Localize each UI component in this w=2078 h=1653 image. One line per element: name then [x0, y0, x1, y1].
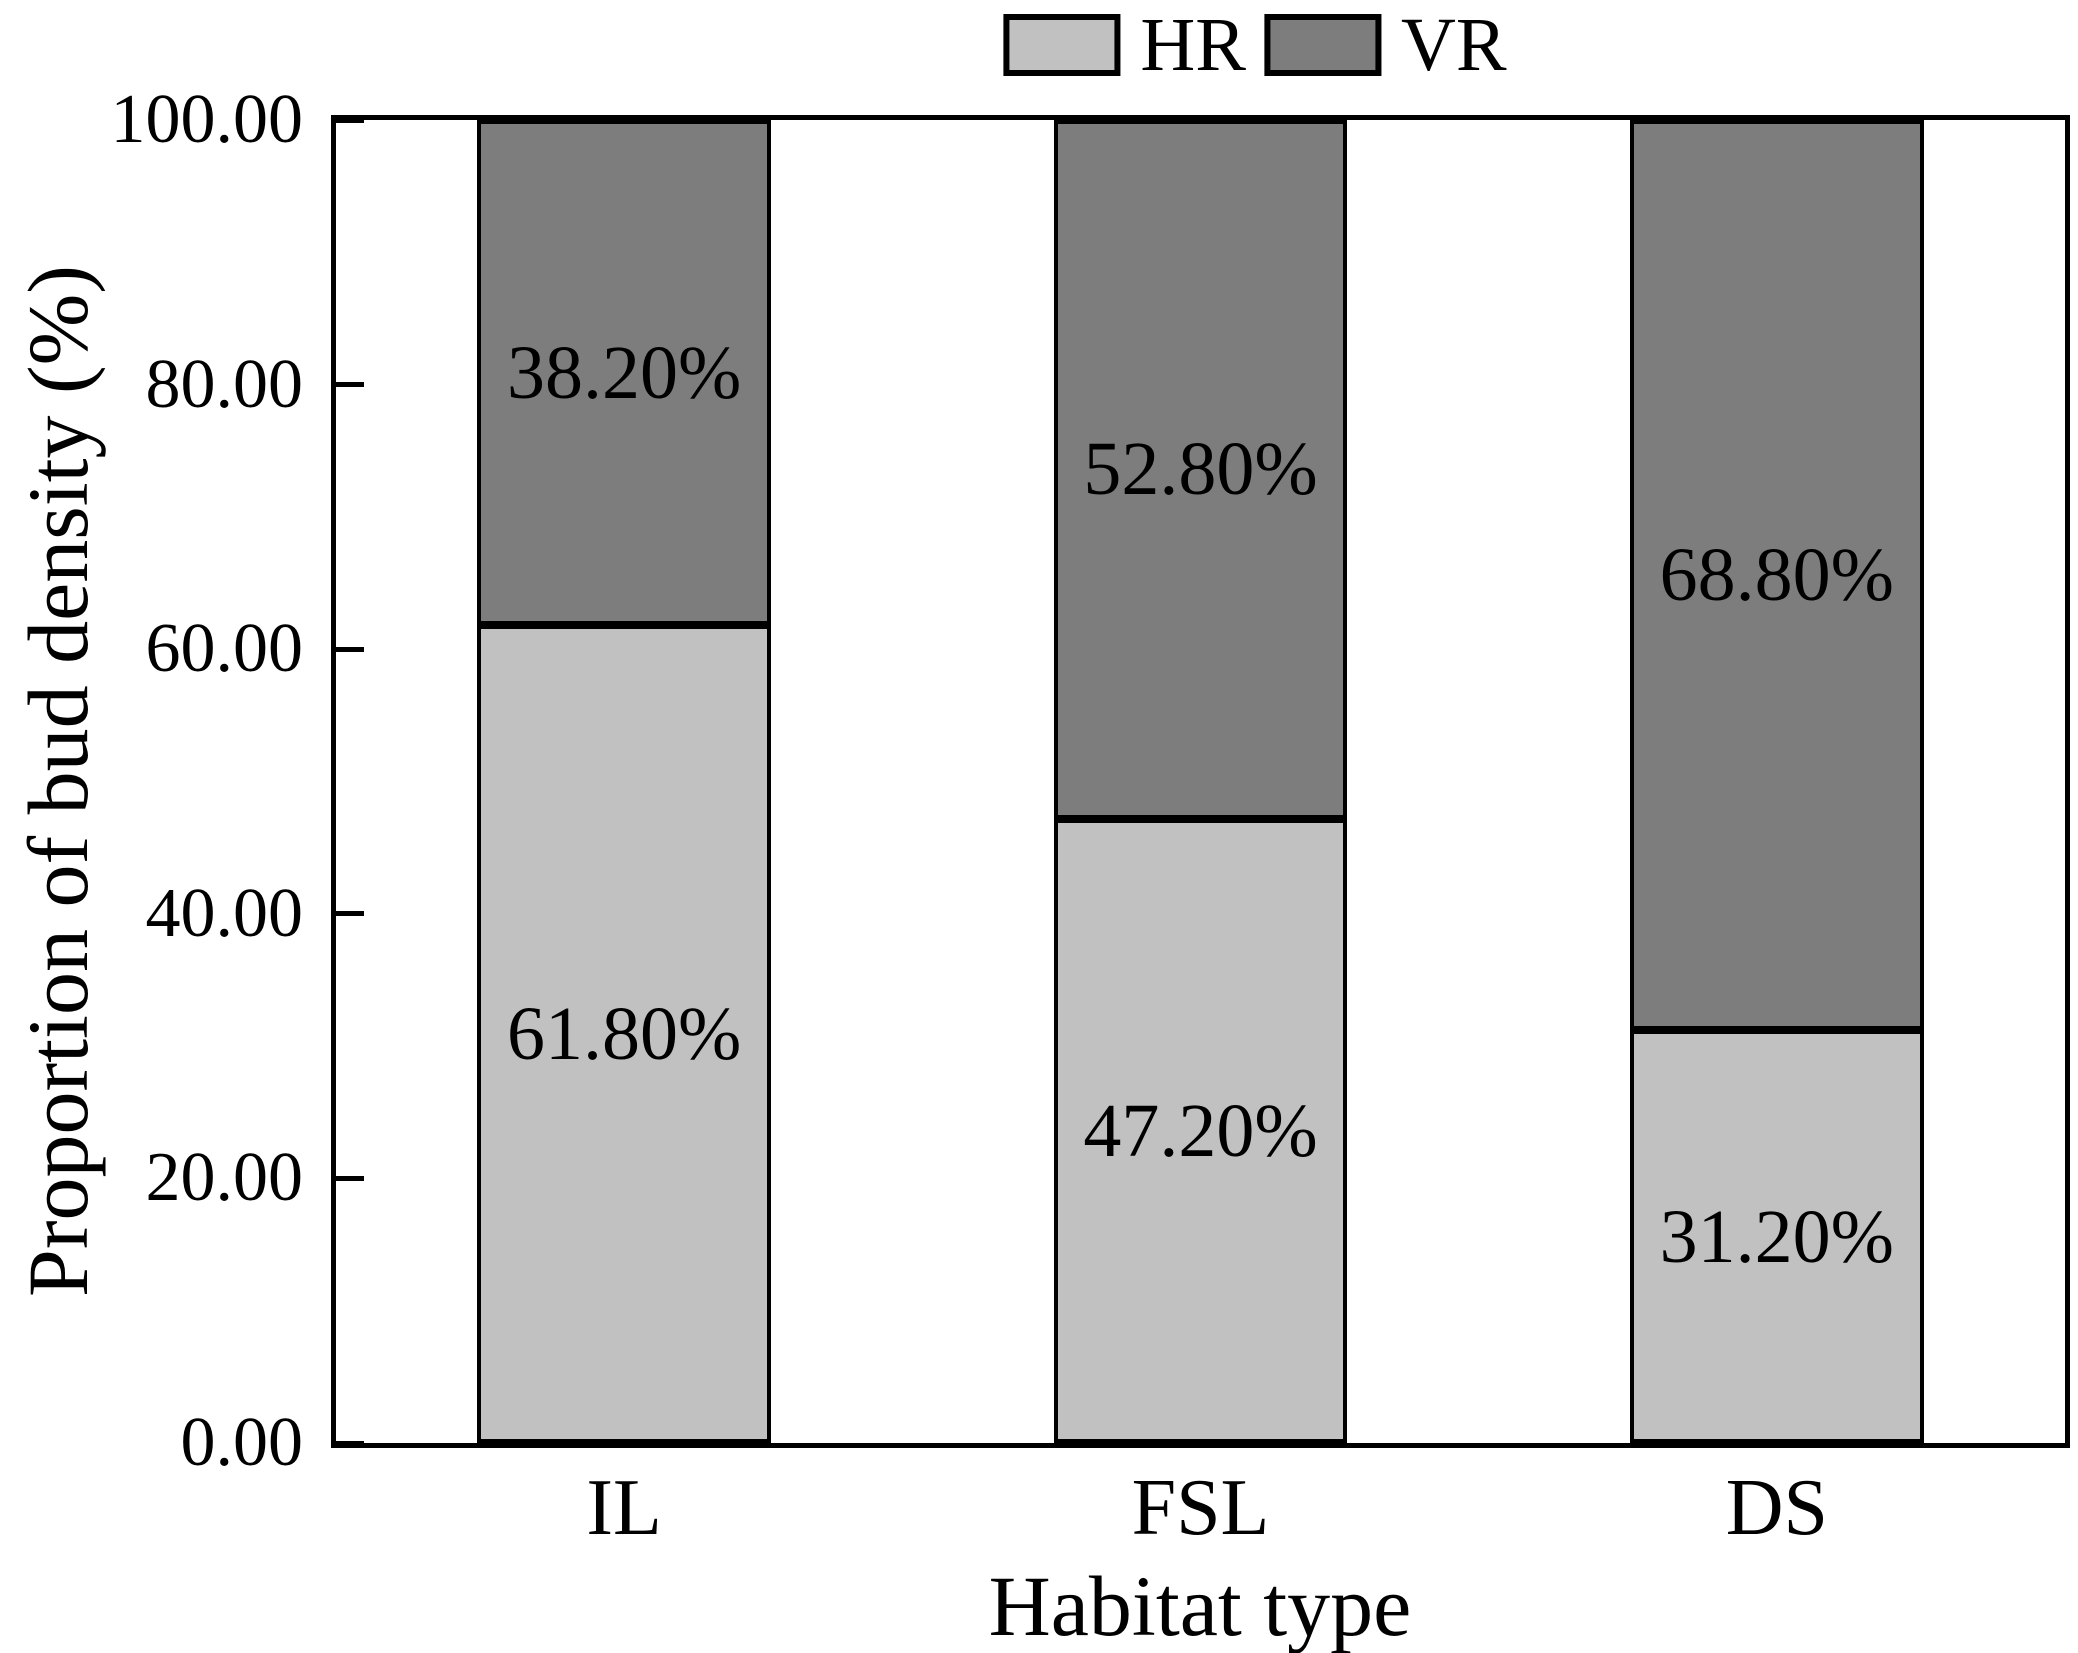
x-axis-title: Habitat type: [988, 1558, 1412, 1653]
legend-item-hr: HR: [1003, 7, 1246, 83]
legend-swatch-vr: [1264, 14, 1381, 76]
legend-item-vr: VR: [1264, 7, 1507, 83]
y-tick-mark: [336, 1175, 364, 1181]
x-tick-label-ds: DS: [1725, 1464, 1828, 1552]
y-tick-label: 0.00: [180, 1404, 304, 1481]
legend-swatch-hr: [1003, 14, 1121, 76]
bar-label-vr-fsl: 52.80%: [1083, 427, 1318, 512]
y-tick-label: 100.00: [110, 81, 304, 158]
y-tick-mark: [336, 117, 364, 123]
x-tick-label-il: IL: [586, 1464, 662, 1552]
legend-label-vr: VR: [1401, 3, 1507, 87]
bar-label-hr-fsl: 47.20%: [1083, 1088, 1318, 1173]
bar-label-hr-il: 61.80%: [506, 992, 742, 1077]
bar-segment-vr-ds: 68.80%: [1629, 120, 1924, 1031]
bar-label-hr-ds: 31.20%: [1659, 1194, 1894, 1279]
y-tick-mark: [336, 911, 364, 917]
bar-segment-vr-il: 38.20%: [477, 120, 772, 626]
legend-label-hr: HR: [1140, 3, 1246, 87]
bar-label-vr-il: 38.20%: [506, 330, 742, 415]
y-tick-label: 40.00: [145, 874, 304, 952]
bar-segment-hr-ds: 31.20%: [1629, 1030, 1924, 1443]
bar-segment-hr-il: 61.80%: [477, 625, 772, 1443]
legend: HR VR: [1003, 7, 1507, 83]
x-tick-label-fsl: FSL: [1131, 1464, 1270, 1552]
plot-area: 61.80% 38.20% 47.20% 52.80% 31.20% 68.80%: [331, 115, 2070, 1448]
y-axis-title: Proportion of bud density (%): [10, 265, 106, 1297]
y-tick-label: 80.00: [145, 345, 304, 423]
bar-label-vr-ds: 68.80%: [1659, 533, 1894, 618]
y-tick-label: 60.00: [145, 610, 304, 688]
bar-segment-hr-fsl: 47.20%: [1053, 818, 1348, 1443]
y-tick-label: 20.00: [145, 1139, 304, 1217]
y-tick-mark: [336, 382, 364, 388]
y-tick-mark: [336, 646, 364, 652]
y-tick-mark: [336, 1440, 364, 1446]
bar-segment-vr-fsl: 52.80%: [1053, 120, 1348, 819]
